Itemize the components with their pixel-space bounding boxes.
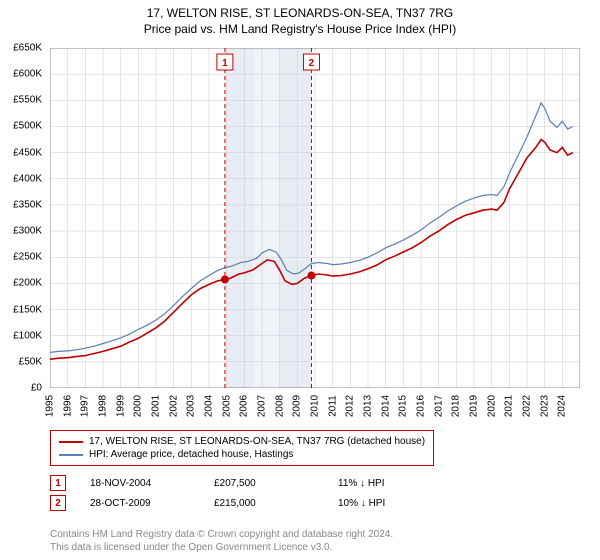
legend-item-price-paid: 17, WELTON RISE, ST LEONARDS-ON-SEA, TN3… (59, 435, 425, 448)
x-tick-label: 1996 (62, 395, 73, 417)
y-tick-label: £250K (13, 252, 42, 263)
marker-price: £215,000 (214, 498, 314, 509)
x-tick-label: 2021 (504, 395, 515, 417)
x-tick-label: 1995 (45, 395, 56, 417)
y-tick-label: £350K (13, 199, 42, 210)
x-tick-label: 2016 (416, 395, 427, 417)
x-tick-label: 2000 (133, 395, 144, 417)
legend-item-hpi: HPI: Average price, detached house, Hast… (59, 448, 425, 461)
x-tick-label: 2004 (204, 395, 215, 417)
y-tick-label: £400K (13, 173, 42, 184)
x-tick-label: 2002 (168, 395, 179, 417)
y-tick-label: £650K (13, 43, 42, 54)
x-tick-label: 1997 (80, 395, 91, 417)
marker-badge: 2 (50, 495, 66, 511)
x-tick-label: 2007 (257, 395, 268, 417)
y-tick-label: £50K (19, 356, 42, 367)
x-tick-label: 2009 (292, 395, 303, 417)
marker-badge: 1 (50, 475, 66, 491)
x-tick-label: 2017 (433, 395, 444, 417)
svg-text:1: 1 (222, 58, 228, 69)
x-tick-label: 2012 (345, 395, 356, 417)
y-tick-label: £550K (13, 95, 42, 106)
y-tick-label: £450K (13, 147, 42, 158)
x-tick-label: 2001 (151, 395, 162, 417)
x-tick-label: 1998 (98, 395, 109, 417)
x-tick-label: 2014 (380, 395, 391, 417)
marker-row: 2 28-OCT-2009 £215,000 10% ↓ HPI (50, 493, 550, 513)
x-tick-label: 2008 (274, 395, 285, 417)
license-text: Contains HM Land Registry data © Crown c… (50, 528, 393, 554)
marker-date: 18-NOV-2004 (90, 478, 190, 489)
legend-swatch (59, 454, 83, 456)
x-tick-label: 2010 (310, 395, 321, 417)
marker-row: 1 18-NOV-2004 £207,500 11% ↓ HPI (50, 473, 550, 493)
svg-text:2: 2 (309, 58, 315, 69)
marker-date: 28-OCT-2009 (90, 498, 190, 509)
y-axis-labels: £0£50K£100K£150K£200K£250K£300K£350K£400… (0, 48, 46, 388)
legend-box: 17, WELTON RISE, ST LEONARDS-ON-SEA, TN3… (50, 430, 434, 466)
y-tick-label: £100K (13, 330, 42, 341)
title-block: 17, WELTON RISE, ST LEONARDS-ON-SEA, TN3… (0, 0, 600, 36)
chart-plot-area: 12 (50, 48, 580, 388)
x-tick-label: 2015 (398, 395, 409, 417)
chart-svg: 12 (50, 48, 580, 388)
markers-table: 1 18-NOV-2004 £207,500 11% ↓ HPI 2 28-OC… (50, 473, 550, 513)
legend-label: 17, WELTON RISE, ST LEONARDS-ON-SEA, TN3… (89, 436, 425, 447)
x-tick-label: 2019 (469, 395, 480, 417)
x-tick-label: 2020 (486, 395, 497, 417)
title-address: 17, WELTON RISE, ST LEONARDS-ON-SEA, TN3… (0, 6, 600, 20)
x-tick-label: 2018 (451, 395, 462, 417)
x-tick-label: 2006 (239, 395, 250, 417)
x-tick-label: 2013 (363, 395, 374, 417)
y-tick-label: £600K (13, 69, 42, 80)
x-axis-labels: 1995199619971998199920002001200220032004… (50, 388, 580, 428)
marker-price: £207,500 (214, 478, 314, 489)
chart-container: 17, WELTON RISE, ST LEONARDS-ON-SEA, TN3… (0, 0, 600, 560)
marker-pct: 10% ↓ HPI (338, 498, 438, 509)
x-tick-label: 2011 (327, 395, 338, 417)
license-line1: Contains HM Land Registry data © Crown c… (50, 528, 393, 541)
license-line2: This data is licensed under the Open Gov… (50, 541, 393, 554)
y-tick-label: £500K (13, 121, 42, 132)
x-tick-label: 1999 (115, 395, 126, 417)
y-tick-label: £200K (13, 278, 42, 289)
legend-label: HPI: Average price, detached house, Hast… (89, 449, 293, 460)
legend-swatch (59, 441, 83, 443)
x-tick-label: 2005 (221, 395, 232, 417)
marker-pct: 11% ↓ HPI (338, 478, 438, 489)
y-tick-label: £300K (13, 226, 42, 237)
title-subtitle: Price paid vs. HM Land Registry's House … (0, 22, 600, 36)
x-tick-label: 2022 (522, 395, 533, 417)
y-tick-label: £150K (13, 304, 42, 315)
y-tick-label: £0 (31, 383, 42, 394)
x-tick-label: 2024 (557, 395, 568, 417)
x-tick-label: 2003 (186, 395, 197, 417)
x-tick-label: 2023 (539, 395, 550, 417)
